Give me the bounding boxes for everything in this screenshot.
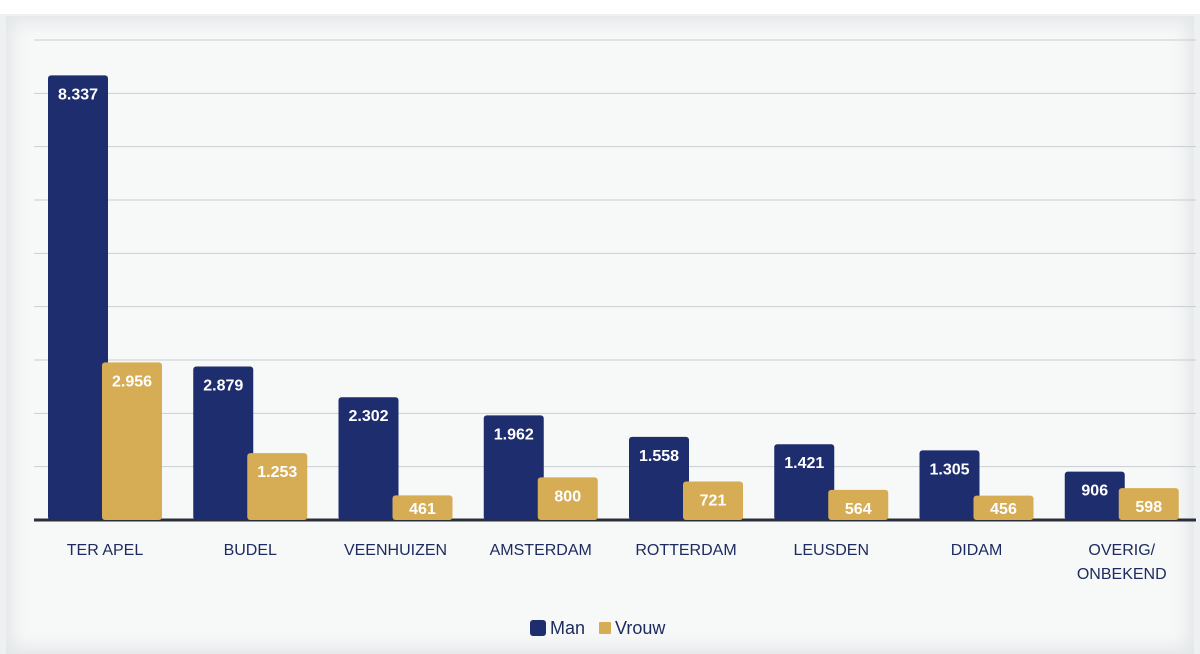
category-label: DIDAM [951,542,1003,559]
data-label-man: 2.302 [348,408,388,425]
data-label-vrouw: 1.253 [257,464,297,481]
data-label-vrouw: 2.956 [112,373,152,390]
data-label-vrouw: 456 [990,501,1017,518]
category-label: ONBEKEND [1077,566,1167,583]
data-label-vrouw: 598 [1135,499,1162,516]
data-label-man: 8.337 [58,86,98,103]
data-label-man: 2.879 [203,377,243,394]
bar-man [338,397,399,520]
bar-vrouw [247,453,308,520]
data-label-vrouw: 564 [845,501,872,518]
legend-label-man: Man [550,617,586,638]
data-label-man: 1.305 [929,461,969,478]
data-label-man: 1.421 [784,455,824,472]
bar-vrouw [1118,488,1179,520]
category-label: TER APEL [67,542,144,559]
chart-panel [6,16,1194,654]
legend-swatch-vrouw [599,622,612,634]
bar-vrouw [102,362,162,520]
legend-item-vrouw: Vrouw [599,618,665,639]
bar-vrouw [683,481,743,520]
bar-man [483,415,544,520]
data-label-vrouw: 461 [409,501,436,518]
data-label-vrouw: 800 [554,488,581,505]
bar-man [193,366,254,520]
category-label: OVERIG/ [1088,542,1155,559]
bar-man [629,436,689,520]
bar-man [48,75,108,521]
category-label: ROTTERDAM [635,542,736,559]
data-label-man: 1.962 [494,426,534,443]
category-label: BUDEL [224,542,277,559]
data-label-vrouw: 721 [700,493,727,510]
bar-man [1064,471,1125,520]
bar-vrouw [392,495,453,520]
legend: Man Vrouw [530,617,665,639]
category-label: LEUSDEN [793,542,869,559]
bar-vrouw [828,489,889,520]
bar-vrouw [537,477,598,520]
category-label: AMSTERDAM [490,542,592,559]
legend-label-vrouw: Vrouw [615,617,666,638]
bar-man [919,450,980,520]
bar-man [774,444,835,520]
category-label: VEENHUIZEN [344,542,447,559]
data-label-man: 1.558 [639,448,679,465]
legend-item-man: Man [530,618,585,639]
data-label-man: 906 [1081,483,1108,500]
bar-vrouw [973,495,1034,520]
legend-swatch-man [530,620,546,636]
cropped-caption [0,0,1200,14]
